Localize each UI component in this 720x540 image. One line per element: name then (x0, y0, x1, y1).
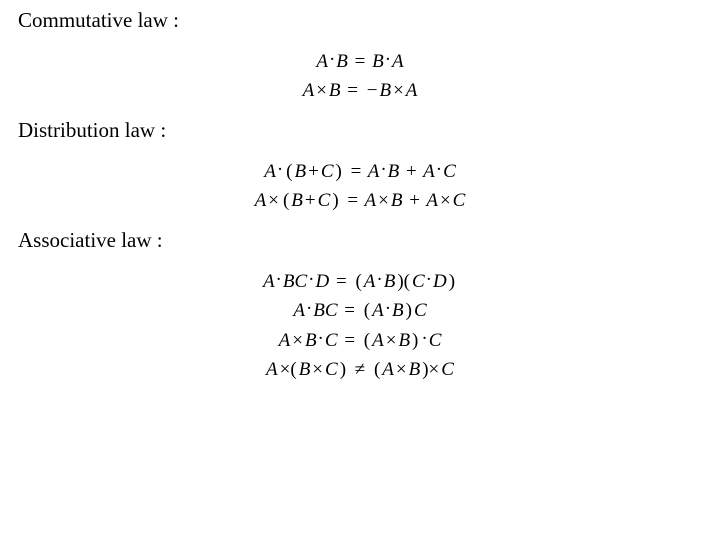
commutative-eq-2: A×B = −B×A (18, 76, 702, 105)
associative-eq-4: A×(B×C) ≠ (A×B)×C (18, 355, 702, 384)
commutative-eq-1: A·B = B·A (18, 47, 702, 76)
distribution-equations: A·(B+C) = A·B + A·C A×(B+C) = A×B + A×C (18, 157, 702, 216)
page-root: Commutative law : A·B = B·A A×B = −B×A D… (0, 0, 720, 405)
heading-distribution: Distribution law : (18, 118, 702, 143)
associative-eq-3: A×B·C = (A×B)·C (18, 326, 702, 355)
distribution-eq-2: A×(B+C) = A×B + A×C (18, 186, 702, 215)
associative-equations: A·BC·D = (A·B)(C·D) A·BC = (A·B)C A×B·C … (18, 267, 702, 385)
distribution-eq-1: A·(B+C) = A·B + A·C (18, 157, 702, 186)
associative-eq-1: A·BC·D = (A·B)(C·D) (18, 267, 702, 296)
commutative-equations: A·B = B·A A×B = −B×A (18, 47, 702, 106)
associative-eq-2: A·BC = (A·B)C (18, 296, 702, 325)
heading-commutative: Commutative law : (18, 8, 702, 33)
heading-associative: Associative law : (18, 228, 702, 253)
